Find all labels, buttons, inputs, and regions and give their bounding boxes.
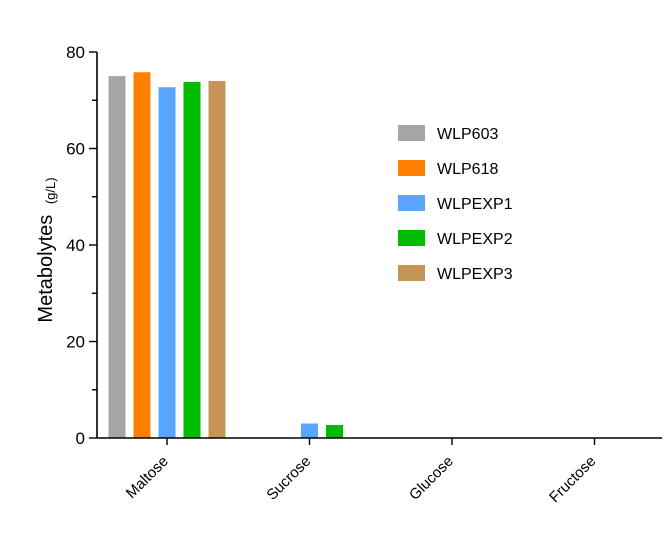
legend-label-wlpexp3: WLPEXP3 bbox=[437, 266, 513, 283]
legend-swatch-wlpexp1 bbox=[398, 195, 425, 211]
x-tick-label: Maltose bbox=[123, 453, 172, 502]
y-tick-label: 0 bbox=[76, 429, 85, 448]
legend-label-wlp603: WLP603 bbox=[437, 126, 498, 143]
x-tick-label: Fructose bbox=[546, 453, 599, 506]
legend-swatch-wlpexp2 bbox=[398, 230, 425, 246]
y-tick-label: 60 bbox=[66, 140, 85, 159]
bar-wlpexp3-maltose bbox=[208, 80, 226, 438]
axes-group: 0 20 40 60 80 Maltose Sucrose Glucose Fructose bbox=[66, 43, 662, 506]
legend-swatch-wlpexp3 bbox=[398, 265, 425, 281]
legend: WLP603 WLP618 WLPEXP1 WLPEXP2 WLPEXP3 bbox=[398, 125, 513, 283]
y-axis-title: Metabolytes (g/L) bbox=[35, 177, 58, 322]
legend-label-wlp618: WLP618 bbox=[437, 161, 498, 178]
legend-label-wlpexp1: WLPEXP1 bbox=[437, 196, 513, 213]
bar-wlpexp1-maltose bbox=[158, 87, 176, 438]
y-axis-unit: (g/L) bbox=[43, 177, 58, 204]
legend-label-wlpexp2: WLPEXP2 bbox=[437, 231, 513, 248]
y-tick-label: 80 bbox=[66, 43, 85, 62]
bar-wlpexp2-maltose bbox=[183, 81, 201, 438]
x-tick-label: Glucose bbox=[406, 453, 457, 504]
bar-wlpexp1-sucrose bbox=[301, 423, 318, 438]
y-tick-label: 40 bbox=[66, 236, 85, 255]
bar-wlp603-maltose bbox=[108, 76, 126, 438]
bar-wlpexp2-sucrose bbox=[326, 424, 343, 438]
bar-wlp618-maltose bbox=[133, 72, 151, 438]
bars-group bbox=[108, 72, 343, 438]
legend-swatch-wlp618 bbox=[398, 160, 425, 176]
y-tick-label: 20 bbox=[66, 333, 85, 352]
x-tick-label: Sucrose bbox=[263, 453, 314, 504]
y-axis-title-text: Metabolytes bbox=[35, 215, 57, 323]
legend-swatch-wlp603 bbox=[398, 125, 425, 141]
